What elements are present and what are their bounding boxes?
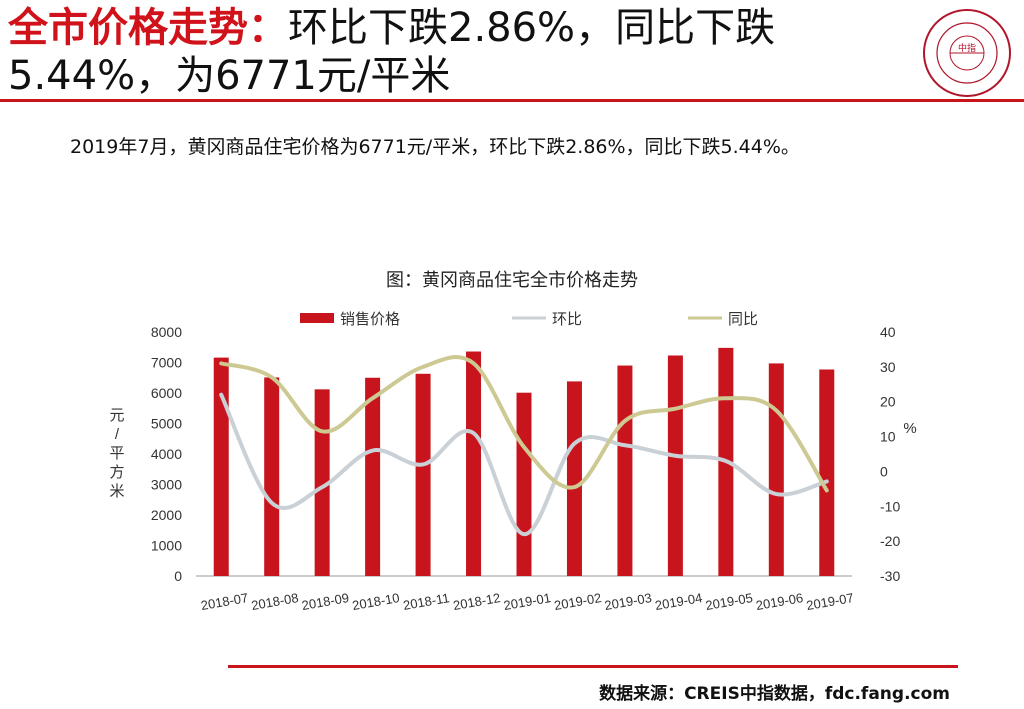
x-tick-label: 2018-09 [301,590,351,613]
legend-label: 销售价格 [340,311,400,328]
y-right-tick-label: 10 [880,429,896,445]
data-source: 数据来源：CREIS中指数据，fdc.fang.com [599,684,950,704]
price-bar [617,365,633,576]
legend-label: 环比 [552,311,582,328]
y-right-tick-label: 40 [880,324,896,340]
y-left-axis-label-char: 米 [109,483,124,500]
y-left-tick-label: 5000 [151,416,182,432]
page-title: 全市价格走势：环比下跌2.86%，同比下跌5.44%，为6771元/平米 [8,4,908,100]
y-left-axis-label-char: / [115,426,120,443]
x-tick-label: 2018-10 [351,590,401,613]
title-divider [0,99,1024,102]
chart-title: 图：黄冈商品住宅全市价格走势 [386,270,638,291]
x-tick-label: 2018-12 [452,590,502,613]
summary-text: 2019年7月，黄冈商品住宅价格为6771元/平米，环比下跌2.86%，同比下跌… [70,136,800,158]
y-right-tick-label: -10 [880,498,900,514]
legend-label: 同比 [728,311,758,328]
price-bar [415,373,431,576]
legend-swatch-price [300,313,334,323]
price-bar [566,381,582,576]
price-bar [213,357,229,576]
y-right-tick-label: -30 [880,568,900,584]
x-tick-label: 2019-04 [654,590,704,613]
y-left-tick-label: 0 [174,568,182,584]
y-left-axis-label-char: 元 [109,407,124,424]
price-bar [667,355,683,576]
china-index-academy-logo: 中指 [923,9,1011,97]
y-left-tick-label: 1000 [151,538,182,554]
x-tick-label: 2019-07 [805,590,855,613]
y-left-tick-label: 8000 [151,324,182,340]
y-left-tick-label: 4000 [151,446,182,462]
mom-line [219,392,829,537]
title-rest: 环比下跌2.86%，同比下跌5.44%，为6771元/平米 [8,5,776,99]
price-bar [516,392,532,576]
price-bar [264,377,280,576]
yoy-line [219,355,829,493]
x-tick-label: 2018-08 [250,590,300,613]
price-bar [466,351,482,576]
y-left-tick-label: 7000 [151,355,182,371]
x-tick-label: 2019-06 [755,590,805,613]
price-bar [819,369,835,576]
x-tick-label: 2019-05 [704,590,754,613]
y-left-tick-label: 6000 [151,385,182,401]
y-left-tick-label: 3000 [151,477,182,493]
x-tick-label: 2019-02 [553,590,603,613]
footer-divider [228,665,958,668]
price-bar [365,377,381,576]
y-right-tick-label: -20 [880,533,900,549]
x-tick-label: 2019-03 [603,590,653,613]
title-highlight: 全市价格走势： [8,5,288,51]
price-bar [314,389,330,576]
y-right-tick-label: 20 [880,394,896,410]
x-tick-label: 2019-01 [502,590,552,613]
x-tick-label: 2018-11 [402,590,451,613]
y-left-axis-label-char: 方 [109,464,124,481]
y-right-tick-label: 30 [880,359,896,375]
svg-text:中指: 中指 [958,42,976,54]
y-right-axis-label: % [903,420,916,437]
y-left-tick-label: 2000 [151,507,182,523]
y-left-axis-label-char: 平 [109,445,124,462]
x-tick-label: 2018-07 [200,590,250,613]
y-right-tick-label: 0 [880,463,888,479]
price-bar [768,363,784,576]
